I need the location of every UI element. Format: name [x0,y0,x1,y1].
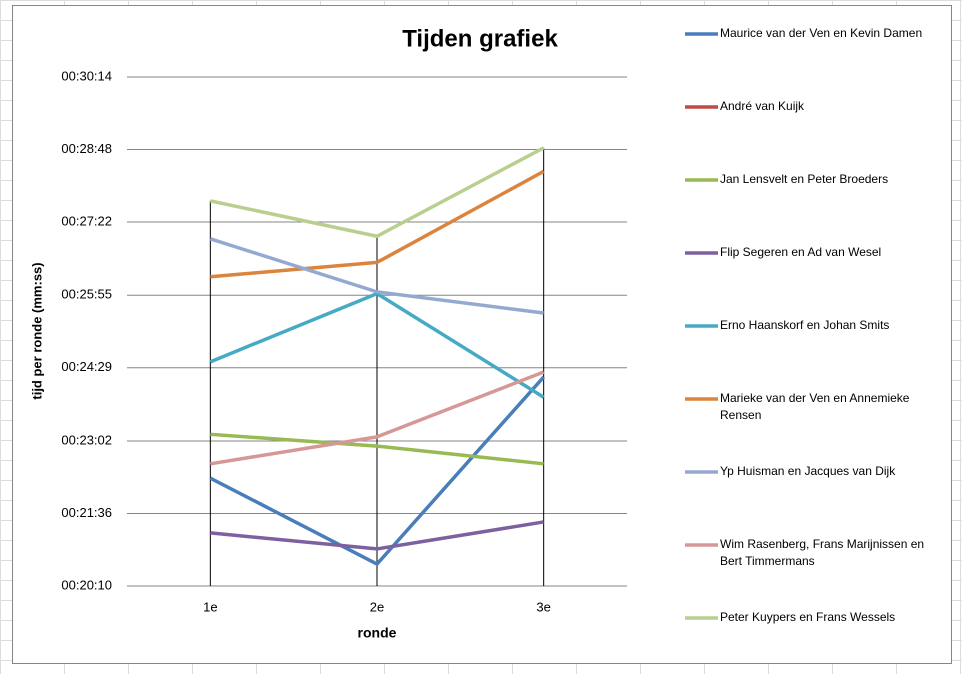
legend-label: Marieke van der Ven en Annemieke Rensen [720,391,910,422]
series-line [210,520,544,551]
x-axis-label: ronde [358,625,397,641]
legend-label: André van Kuijk [720,99,805,113]
series-line [209,237,544,315]
y-tick-label: 00:25:55 [61,287,112,302]
chart-title: Tijden grafiek [402,25,558,52]
series-line [210,370,545,466]
legend-label: Yp Huisman en Jacques van Dijk [720,464,896,478]
series-line [209,375,545,566]
y-tick-label: 00:20:10 [61,577,112,592]
y-tick-label: 00:27:22 [61,213,112,228]
y-tick-label: 00:30:14 [61,68,112,83]
series-line [209,146,545,239]
legend-label: Maurice van der Ven en Kevin Damen [720,26,923,40]
y-tick-label: 00:24:29 [61,359,112,374]
x-tick-label: 3e [536,599,550,614]
x-tick-label: 2e [370,599,384,614]
y-tick-label: 00:21:36 [61,505,112,520]
y-axis-label: tijd per ronde (mm:ss) [29,262,44,399]
legend-label: Erno Haanskorf en Johan Smits [720,318,890,332]
series-line [210,169,545,279]
legend-label: Flip Segeren en Ad van Wesel [720,245,882,259]
chart-frame [12,5,952,664]
series-line [210,432,544,466]
y-tick-label: 00:28:48 [61,141,112,156]
legend-label: Wim Rasenberg, Frans Marijnissen en Bert… [720,537,925,568]
x-tick-label: 1e [203,599,217,614]
legend-label: Peter Kuypers en Frans Wessels [720,610,896,624]
legend-label: Jan Lensvelt en Peter Broeders [720,172,889,186]
y-tick-label: 00:23:02 [61,432,112,447]
